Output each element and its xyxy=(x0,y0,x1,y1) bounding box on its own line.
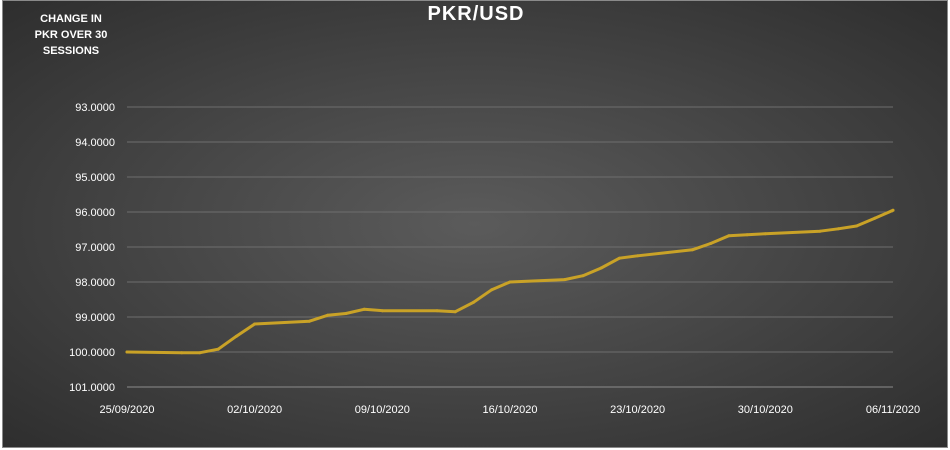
data-point xyxy=(216,347,220,351)
y-tick-label: 96.0000 xyxy=(75,207,115,219)
y-axis-title-line: SESSIONS xyxy=(42,45,100,57)
data-point xyxy=(253,322,257,326)
data-point xyxy=(326,313,330,317)
x-tick-label: 09/10/2020 xyxy=(355,404,410,416)
y-tick-label: 94.0000 xyxy=(75,137,115,149)
data-point xyxy=(380,309,384,313)
line-plot: 93.0000 94.0000 95.0000 96.0000 97.0000 98.00… xyxy=(69,102,920,416)
data-point xyxy=(763,232,767,236)
y-tick-label: 99.0000 xyxy=(75,312,115,324)
data-point xyxy=(490,288,494,292)
data-point xyxy=(344,312,348,315)
data-point xyxy=(636,254,640,258)
data-point xyxy=(198,351,202,355)
x-tick-label: 16/10/2020 xyxy=(482,404,537,416)
y-tick-label: 95.0000 xyxy=(75,172,115,184)
data-point xyxy=(125,350,129,354)
data-point xyxy=(836,227,840,231)
data-point xyxy=(745,233,749,237)
data-point xyxy=(453,310,457,314)
data-point xyxy=(855,224,859,228)
chart-title: PKR/USD xyxy=(427,3,525,25)
x-tick-label: 25/09/2020 xyxy=(99,404,154,416)
data-point xyxy=(891,208,895,212)
x-tick-label: 23/10/2020 xyxy=(610,404,665,416)
data-point xyxy=(690,248,694,252)
data-point xyxy=(508,280,512,284)
x-tick-label: 30/10/2020 xyxy=(738,404,793,416)
data-point xyxy=(234,334,238,338)
y-tick-label: 93.0000 xyxy=(75,102,115,114)
data-point xyxy=(617,256,621,260)
data-point xyxy=(599,266,603,270)
x-tick-label: 06/11/2020 xyxy=(866,404,920,416)
data-point xyxy=(563,278,567,282)
data-point xyxy=(873,216,877,220)
data-point xyxy=(435,309,439,313)
data-point xyxy=(709,242,713,245)
y-axis-title: CHANGE IN PKR OVER 30 SESSIONS xyxy=(21,11,121,59)
data-point xyxy=(307,319,311,323)
y-tick-label: 100.0000 xyxy=(69,347,115,359)
data-point xyxy=(180,351,184,355)
x-tick-label: 02/10/2020 xyxy=(227,404,282,416)
y-tick-label: 97.0000 xyxy=(75,242,115,254)
y-tick-label: 101.0000 xyxy=(69,382,115,394)
data-point xyxy=(362,307,366,311)
data-point xyxy=(472,300,476,304)
y-axis-title-line: PKR OVER 30 xyxy=(34,29,108,41)
data-point xyxy=(727,234,731,238)
y-tick-label: 98.0000 xyxy=(75,277,115,289)
y-axis-title-line: CHANGE IN xyxy=(40,13,102,25)
data-point xyxy=(818,229,822,233)
data-point xyxy=(581,274,585,278)
